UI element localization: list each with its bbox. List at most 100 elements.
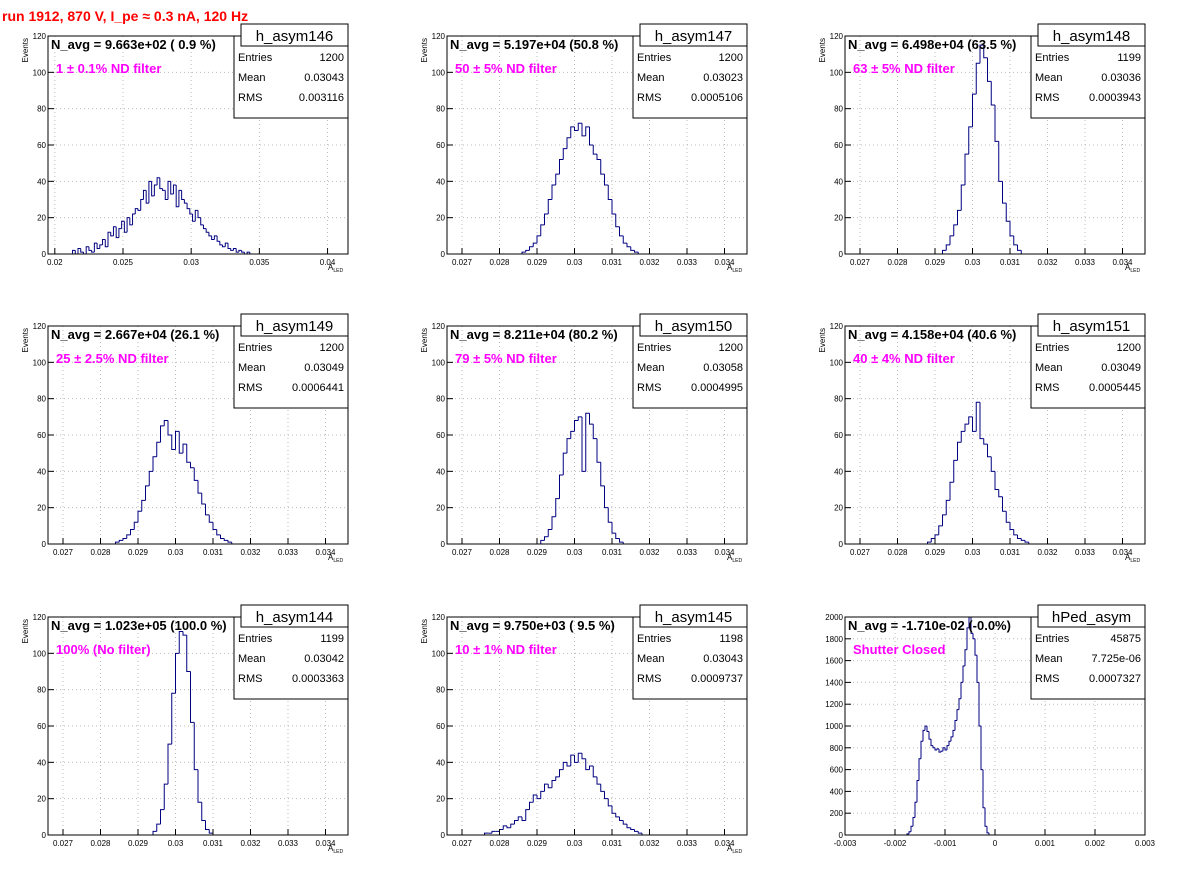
histogram-bin [235, 248, 239, 253]
histogram-bin [193, 467, 198, 481]
histogram-bin [555, 173, 560, 185]
x-tick-label: 0.03 [183, 258, 199, 267]
histogram-bin [118, 539, 123, 543]
histogram-bin [626, 824, 631, 829]
histogram-bin [77, 248, 81, 254]
histogram-bin [982, 769, 985, 809]
histogram-bin [980, 726, 983, 771]
stats-label-rms: RMS [1035, 382, 1059, 394]
histogram-bin [615, 214, 620, 228]
histogram-bin [170, 181, 174, 195]
histogram-bin [960, 430, 965, 443]
histogram-bin [1005, 203, 1010, 222]
stats-title-box [639, 604, 748, 628]
histogram-bin [604, 791, 609, 800]
histogram-bin [156, 823, 161, 832]
x-tick-label: 0.032 [639, 258, 660, 267]
histogram-bin [611, 805, 616, 814]
y-axis-title: Events [21, 328, 30, 352]
y-tick-label: 1800 [825, 635, 843, 644]
y-tick-label: 20 [436, 504, 445, 513]
histogram-bin [181, 190, 185, 200]
histogram-name: h_asym145 [655, 609, 733, 626]
histogram-bin [570, 126, 575, 138]
histogram-bin [622, 235, 627, 244]
x-tick-label: -0.001 [934, 839, 957, 848]
histogram-bin [615, 533, 620, 540]
histogram-bin [183, 199, 188, 204]
histogram-bin [916, 780, 919, 803]
histogram-bin [592, 424, 597, 440]
y-tick-label: 0 [441, 540, 446, 549]
navg-label: N_avg = 8.211e+04 (80.2 %) [450, 327, 618, 342]
histogram-bin [950, 736, 953, 742]
histogram-bin [102, 238, 106, 245]
histogram-bin [201, 802, 206, 821]
histogram-panel-h_asym149: 0.027 0.028 0.029 0.03 0.031 0.032 0.033 0.034 0… [21, 313, 349, 564]
x-tick-label: 0.034 [1112, 258, 1133, 267]
histogram-bin [529, 246, 534, 251]
histogram-bin [148, 470, 153, 486]
histogram-bin [581, 123, 586, 137]
histogram-bin [175, 652, 180, 694]
stats-label-entries: Entries [637, 633, 672, 645]
stats-value-rms: 0.0003363 [292, 673, 344, 685]
x-tick-label: 0.03 [567, 258, 583, 267]
histogram-bin [962, 665, 965, 683]
histogram-bin [1005, 511, 1010, 523]
histogram-bin [938, 525, 943, 535]
navg-label: N_avg = 1.023e+05 (100.0 %) [51, 618, 227, 633]
histogram-bin [974, 638, 977, 656]
histogram-bin [145, 485, 150, 501]
stats-value-entries: 1198 [719, 633, 743, 645]
y-tick-label: 200 [830, 809, 844, 818]
histogram-bin [222, 244, 226, 248]
histogram-bin [540, 790, 545, 799]
histogram-bin [910, 825, 913, 832]
histogram-bin [984, 807, 987, 827]
y-tick-label: 40 [37, 177, 46, 186]
x-tick-label: 0.025 [113, 258, 134, 267]
histogram-bin [230, 248, 234, 251]
x-tick-label: 0.027 [850, 258, 871, 267]
histogram-bin [960, 184, 965, 211]
histogram-bin [604, 174, 609, 186]
x-tick-label: 0.028 [90, 548, 111, 557]
stats-box [233, 616, 349, 700]
histogram-bin [932, 745, 935, 749]
stats-box [632, 616, 748, 700]
histogram-bin [615, 813, 620, 818]
histogram-bin [1002, 181, 1007, 204]
histogram-bin [570, 430, 575, 439]
histogram-bin [208, 829, 213, 834]
stats-value-mean: 0.03036 [1101, 72, 1141, 84]
x-tick-label: 0.033 [1075, 258, 1096, 267]
x-tick-label: 0.029 [527, 258, 548, 267]
histogram-bin [148, 180, 152, 204]
histogram-bin [949, 235, 954, 245]
y-axis-title: Events [818, 38, 827, 62]
stats-value-entries: 1199 [320, 633, 344, 645]
histogram-bin [957, 209, 962, 225]
x-tick-label: 0.033 [677, 548, 698, 557]
histogram-bin [238, 249, 242, 253]
histogram-panel-h_asym151: 0.027 0.028 0.029 0.03 0.031 0.032 0.033 0.034 0… [818, 313, 1146, 564]
stats-value-mean: 0.03042 [304, 653, 344, 665]
histogram-bin [983, 438, 988, 445]
histogram-bin [223, 538, 228, 541]
histogram-bin [197, 480, 202, 494]
stats-value-rms: 0.0009737 [691, 673, 743, 685]
x-tick-label: 0.035 [249, 258, 270, 267]
histogram-panel-h_asym146: 0.02 0.025 0.03 0.035 0.04 0 20 40 60 80 100 120Eve… [21, 23, 349, 274]
x-axis-subscript: LED [333, 558, 343, 564]
histogram-bin [96, 243, 100, 250]
histogram-bin [600, 462, 605, 487]
histogram-bin [918, 758, 921, 781]
x-tick-label: 0.029 [527, 839, 548, 848]
x-tick-label: 0.034 [714, 258, 735, 267]
histogram-bin [190, 671, 195, 723]
histogram-name: h_asym147 [655, 28, 733, 45]
histogram-bin [987, 444, 992, 458]
histogram-panel-h_asym144: 0.027 0.028 0.029 0.03 0.031 0.032 0.033 0.034 0… [21, 604, 349, 855]
